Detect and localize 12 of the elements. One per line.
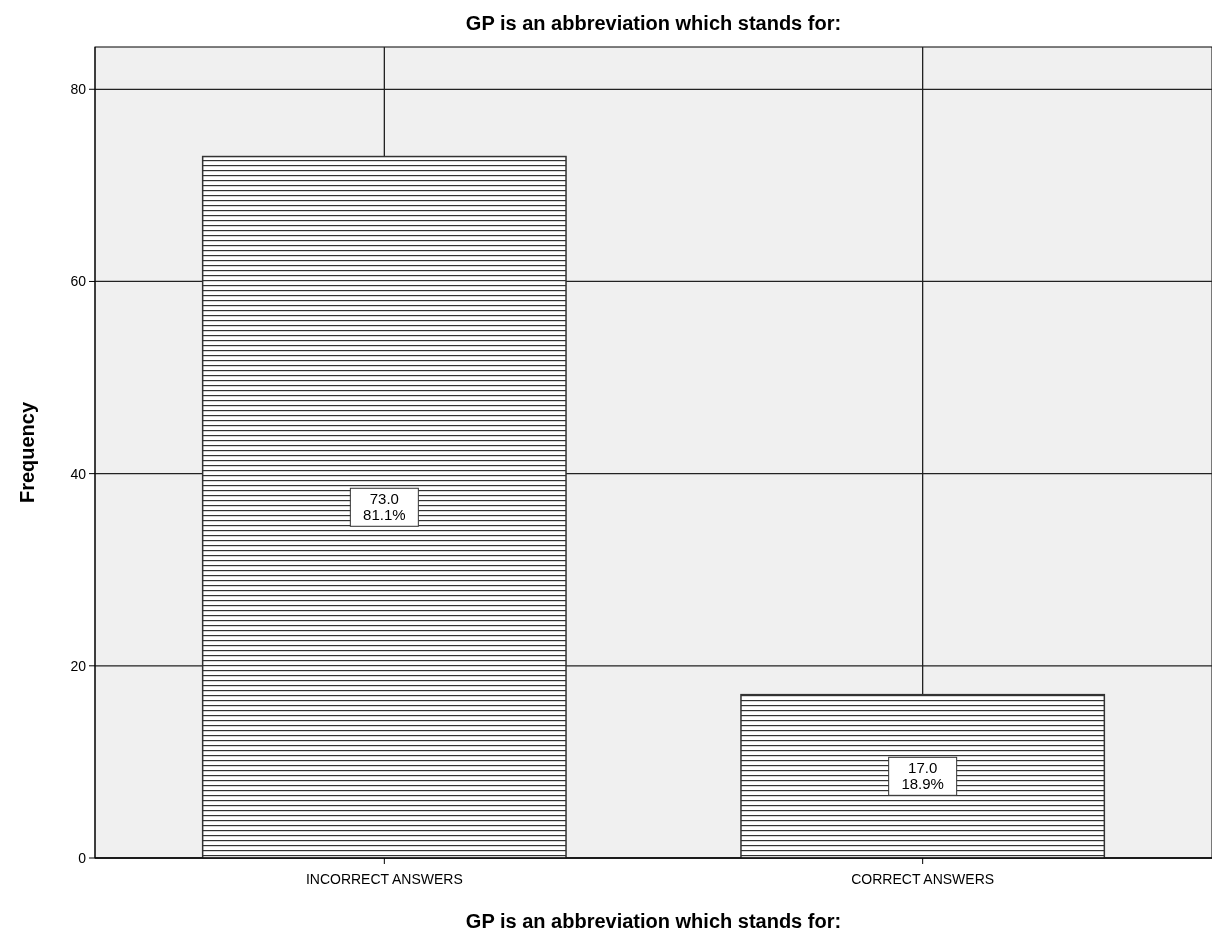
data-label: 73.0 81.1% xyxy=(363,490,406,524)
data-label: 17.0 18.9% xyxy=(901,759,944,793)
x-tick-label: INCORRECT ANSWERS xyxy=(305,871,463,887)
y-axis-title: Frequency xyxy=(16,401,38,504)
y-tick-label: 20 xyxy=(70,657,87,674)
y-tick-label: 0 xyxy=(78,849,87,866)
chart-title: GP is an abbreviation which stands for: xyxy=(465,12,842,34)
y-tick-label: 80 xyxy=(70,81,87,98)
x-tick-label: CORRECT ANSWERS xyxy=(851,871,995,887)
y-tick-label: 60 xyxy=(70,273,87,290)
x-axis-title: GP is an abbreviation which stands for: xyxy=(465,910,842,932)
y-tick-label: 40 xyxy=(70,465,87,482)
